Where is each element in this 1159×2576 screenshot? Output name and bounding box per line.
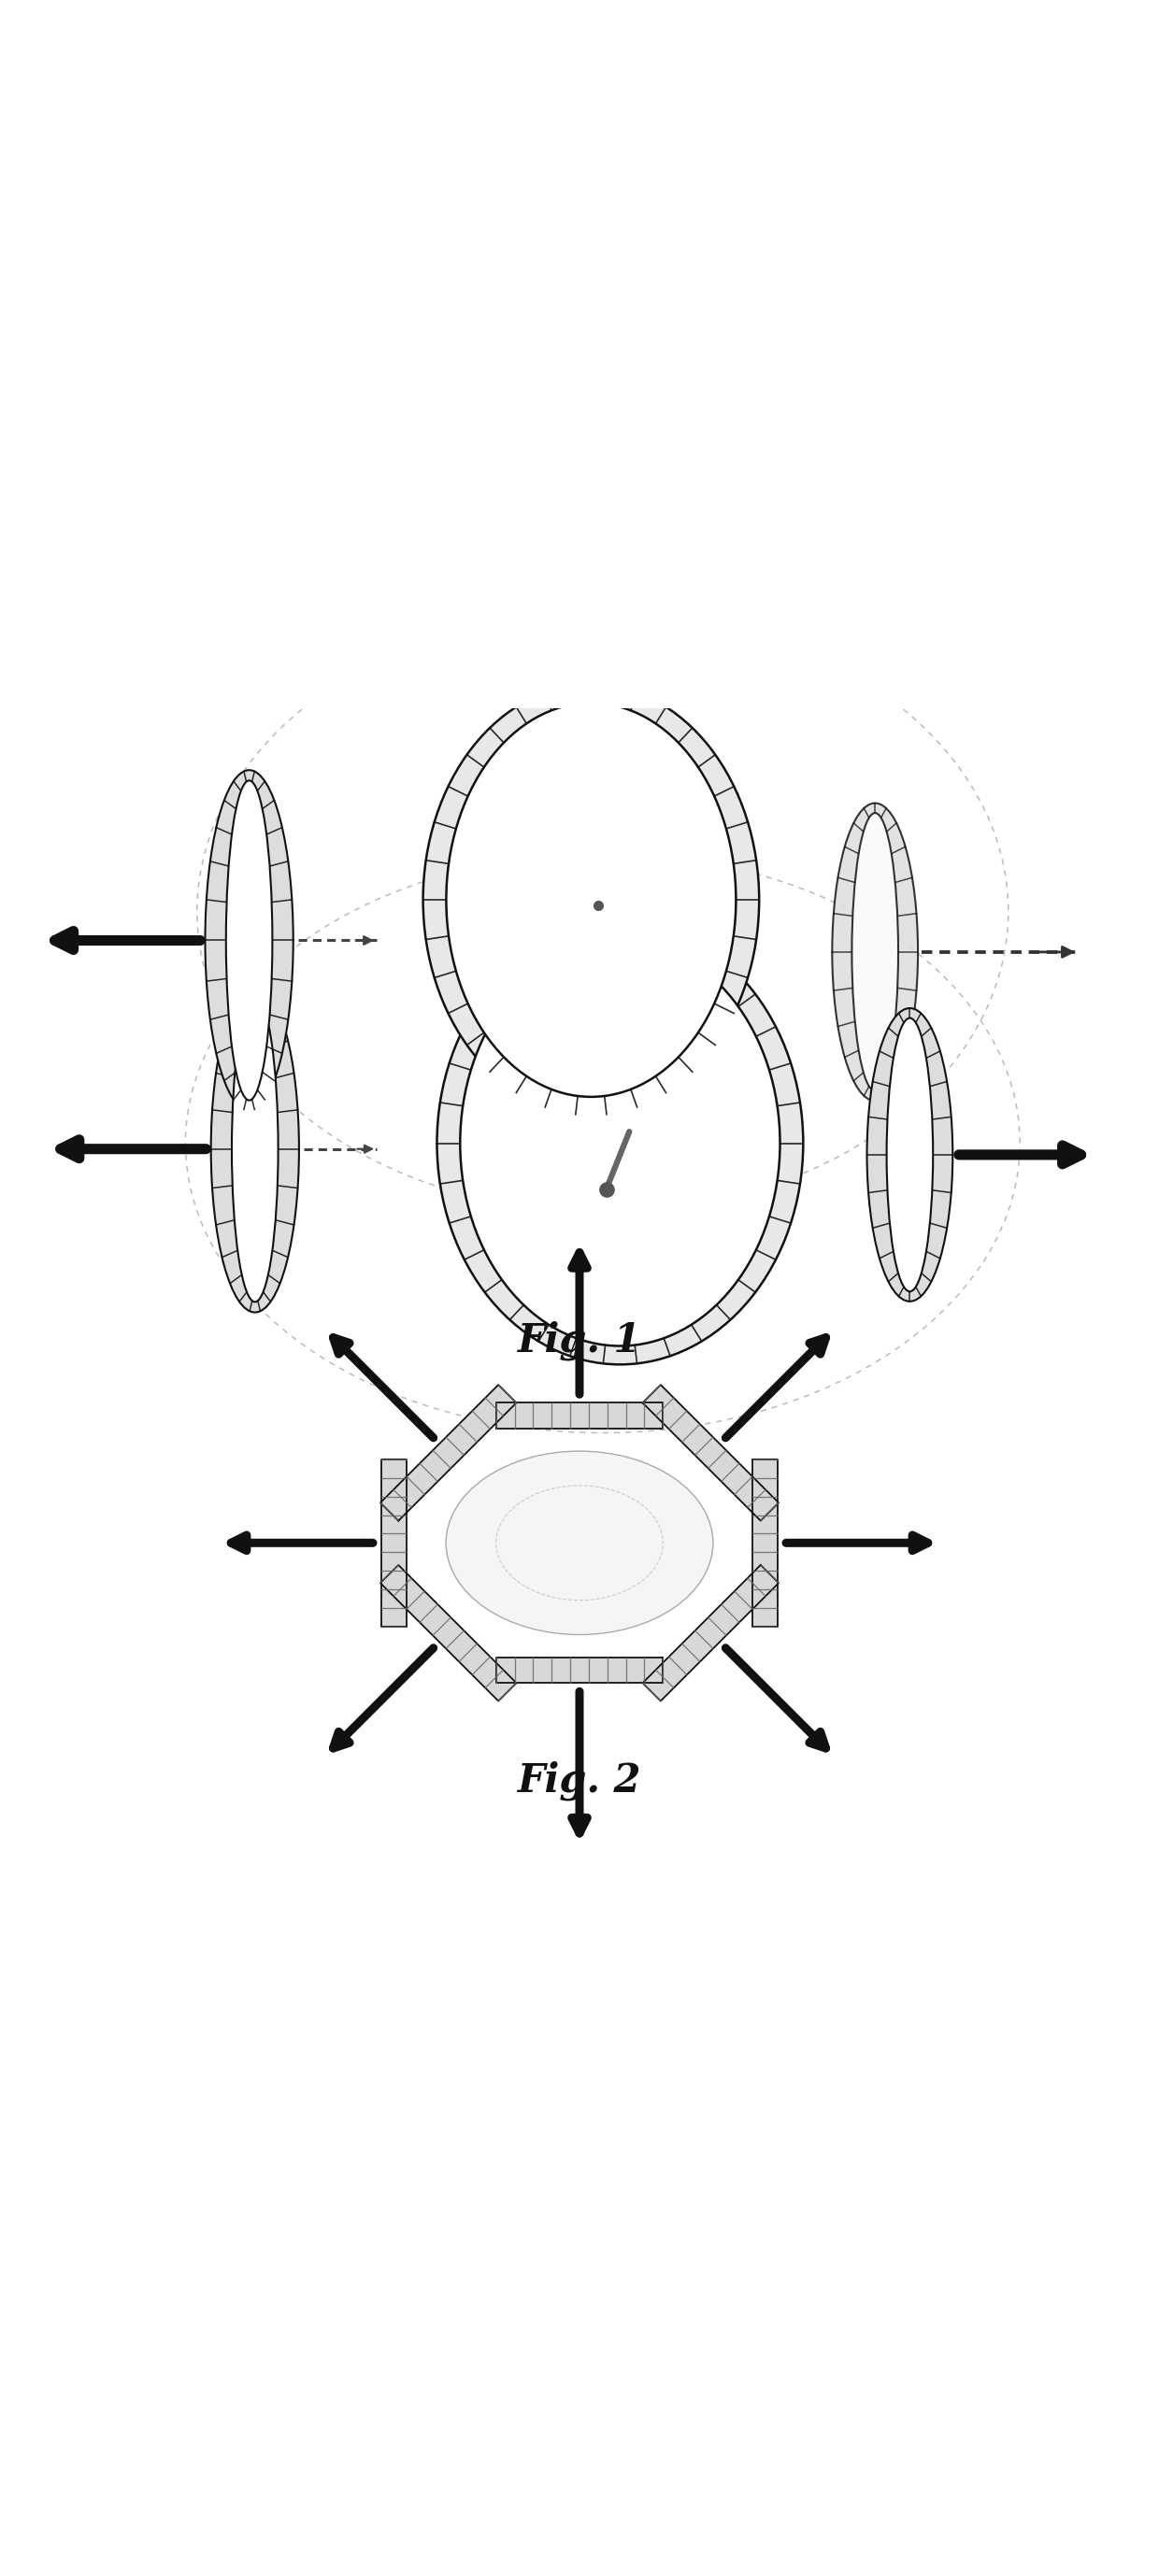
Polygon shape bbox=[381, 1461, 407, 1625]
Ellipse shape bbox=[460, 940, 780, 1345]
Text: Fig. 1: Fig. 1 bbox=[518, 1321, 641, 1360]
Polygon shape bbox=[752, 1461, 778, 1625]
Polygon shape bbox=[496, 1656, 663, 1682]
Ellipse shape bbox=[211, 987, 299, 1311]
Ellipse shape bbox=[205, 770, 293, 1110]
Ellipse shape bbox=[437, 922, 803, 1365]
Text: Fig. 2: Fig. 2 bbox=[518, 1759, 641, 1801]
Ellipse shape bbox=[226, 781, 272, 1100]
Ellipse shape bbox=[446, 703, 736, 1097]
Polygon shape bbox=[642, 1386, 779, 1520]
Polygon shape bbox=[380, 1566, 517, 1700]
Polygon shape bbox=[496, 1404, 663, 1427]
Ellipse shape bbox=[887, 1018, 933, 1291]
Polygon shape bbox=[380, 1386, 517, 1520]
Ellipse shape bbox=[867, 1007, 953, 1301]
Ellipse shape bbox=[832, 804, 918, 1100]
Ellipse shape bbox=[852, 814, 898, 1092]
Ellipse shape bbox=[423, 685, 759, 1115]
Ellipse shape bbox=[232, 997, 278, 1301]
Ellipse shape bbox=[446, 1450, 713, 1636]
Polygon shape bbox=[642, 1566, 779, 1700]
